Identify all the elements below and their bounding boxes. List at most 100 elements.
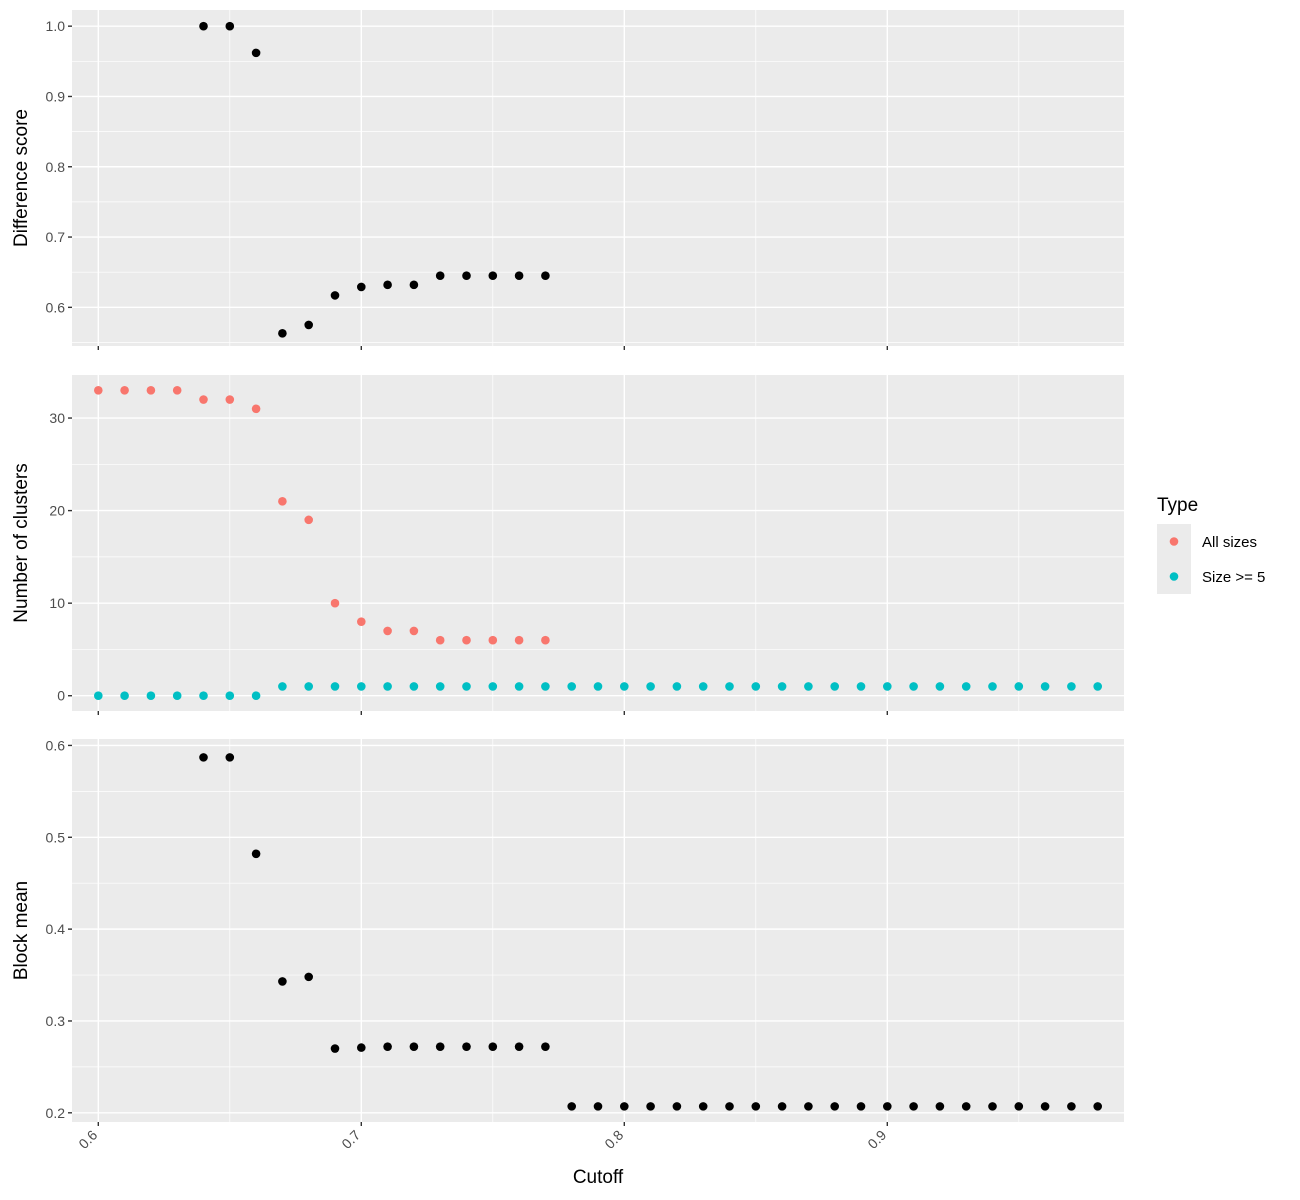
series-2 (94, 682, 1102, 701)
data-point (330, 598, 340, 608)
legend-label: All sizes (1202, 534, 1257, 551)
data-point (751, 1102, 761, 1111)
data-point (330, 682, 340, 691)
x-tick-label: 0.6 (75, 1127, 100, 1152)
y-axis-title: Difference score (11, 109, 32, 247)
data-point (1093, 682, 1102, 691)
data-point (541, 1042, 550, 1051)
y-tick-label: 0.2 (46, 1105, 66, 1121)
data-point (488, 682, 498, 691)
data-point (146, 385, 156, 395)
data-point (856, 682, 866, 691)
data-point (462, 271, 471, 281)
y-tick-label: 20 (49, 503, 65, 519)
data-point (172, 691, 182, 701)
data-point (698, 1102, 708, 1111)
data-point (435, 271, 445, 281)
y-tick-label: 0 (57, 688, 65, 704)
data-point (883, 682, 892, 691)
data-point (225, 691, 235, 701)
data-point (541, 682, 550, 691)
data-point (146, 691, 156, 701)
data-point (1067, 1102, 1076, 1111)
data-point (462, 1042, 471, 1051)
data-point (725, 682, 734, 691)
y-tick-label: 0.7 (46, 229, 66, 245)
data-point (304, 682, 314, 691)
data-point (94, 385, 103, 395)
data-point (383, 626, 392, 636)
series-1 (94, 385, 550, 645)
x-tick-label: 0.9 (864, 1127, 889, 1152)
data-point (541, 271, 550, 281)
data-point (1040, 1102, 1050, 1111)
data-point (409, 1042, 419, 1051)
data-point (593, 1102, 603, 1111)
data-point (199, 395, 208, 404)
data-point (909, 682, 918, 691)
x-tick-label: 0.8 (601, 1127, 626, 1152)
data-point (120, 691, 129, 701)
data-point (251, 404, 261, 414)
series-1 (199, 753, 1102, 1111)
data-point (278, 682, 287, 691)
y-tick-label: 0.9 (46, 88, 66, 104)
data-point (199, 753, 208, 762)
data-point (1014, 682, 1024, 691)
data-point (488, 635, 498, 645)
data-point (620, 682, 629, 691)
data-point (935, 1102, 945, 1111)
chart-legend: Type All sizes Size >= 5 (1157, 495, 1265, 594)
data-point (383, 682, 392, 691)
data-point (961, 682, 971, 691)
y-tick-label: 0.6 (46, 299, 66, 315)
data-point (304, 515, 314, 525)
data-point (199, 691, 208, 701)
data-point (988, 1102, 997, 1111)
data-point (1014, 1102, 1024, 1111)
data-point (698, 682, 708, 691)
data-point (488, 271, 498, 281)
data-point (435, 682, 445, 691)
data-point (751, 682, 761, 691)
data-point (988, 682, 997, 691)
data-point (120, 385, 129, 395)
legend-title: Type (1157, 495, 1198, 516)
chart-panels: 0.6 0.7 0.8 0.9 1.0 Difference score 0 10 20 30 Nu… (11, 10, 1124, 1152)
data-point (514, 635, 524, 645)
data-point (251, 691, 261, 701)
data-point (541, 635, 550, 645)
x-tick-label: 0.7 (338, 1127, 363, 1152)
data-point (304, 972, 314, 982)
legend-label: Size >= 5 (1202, 569, 1265, 586)
y-tick-label: 0.5 (46, 829, 66, 845)
data-point (462, 682, 471, 691)
data-point (1040, 682, 1050, 691)
data-point (567, 682, 576, 691)
data-point (330, 1044, 340, 1053)
y-tick-label: 0.8 (46, 159, 66, 175)
y-tick-label: 10 (49, 595, 65, 611)
data-point (251, 48, 261, 58)
data-point (488, 1042, 498, 1051)
data-point (514, 271, 524, 281)
data-point (514, 682, 524, 691)
y-tick-label: 1.0 (46, 18, 66, 34)
panel-3: 0.2 0.3 0.4 0.5 0.6 0.6 0.7 0.8 0.9 Block mean (11, 737, 1124, 1152)
data-point (856, 1102, 866, 1111)
data-point (409, 626, 419, 636)
data-point (935, 682, 945, 691)
data-point (1093, 1102, 1102, 1111)
data-point (961, 1102, 971, 1111)
data-point (383, 1042, 392, 1051)
y-tick-label: 30 (49, 410, 65, 426)
data-point (357, 282, 366, 292)
data-point (646, 682, 655, 691)
data-point (278, 977, 287, 986)
data-point (830, 682, 839, 691)
panel-1: 0.6 0.7 0.8 0.9 1.0 Difference score (11, 10, 1124, 350)
y-axis-title: Number of clusters (11, 463, 32, 622)
data-point (357, 617, 366, 626)
data-point (225, 395, 235, 404)
